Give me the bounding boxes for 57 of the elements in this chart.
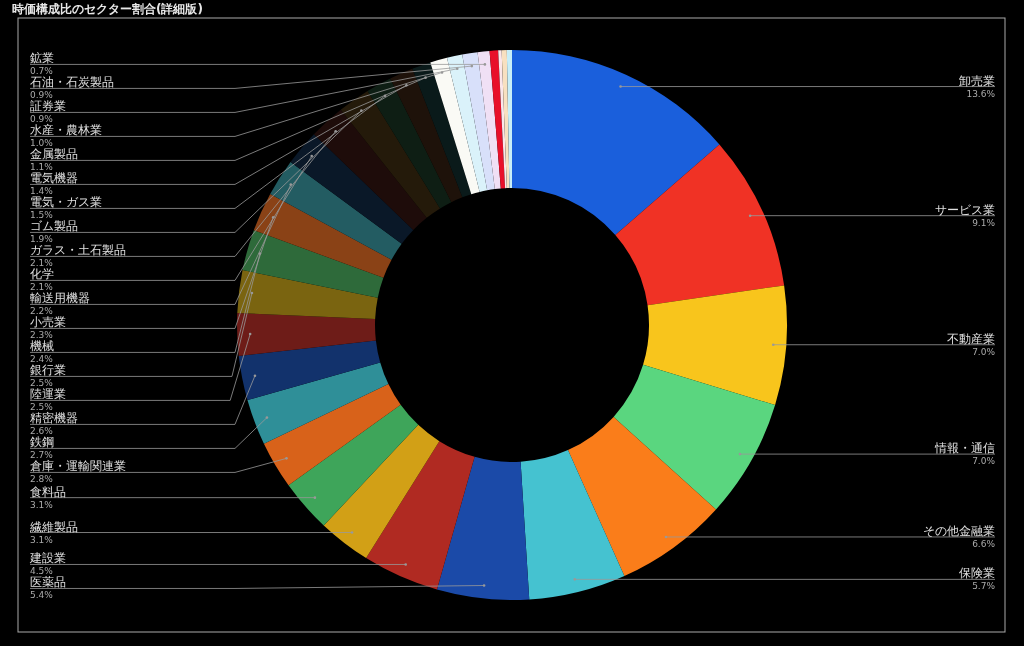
data-label: 0.9% [30, 114, 54, 125]
data-label: 6.6% [972, 538, 996, 549]
slice-label: 鉱業 [30, 51, 54, 66]
data-label: 7.0% [972, 456, 996, 467]
slice-label: 電気機器 [30, 171, 78, 186]
data-label: 1.1% [30, 162, 54, 173]
data-label: 2.5% [30, 402, 54, 413]
data-label: 1.4% [30, 186, 54, 197]
slice-label: 鉄鋼 [30, 435, 54, 450]
slice-label: 繊維製品 [29, 519, 78, 534]
data-label: 0.7% [30, 66, 54, 77]
slice-label: 化学 [30, 267, 54, 282]
data-label: 3.1% [30, 499, 54, 510]
slice-label: 石油・石炭製品 [30, 75, 114, 90]
data-label: 13.6% [966, 88, 996, 99]
data-label: 9.1% [972, 217, 996, 228]
slice-label: 食料品 [30, 484, 66, 499]
data-label: 1.0% [30, 138, 54, 149]
slice-label: ゴム製品 [30, 219, 78, 234]
slice-label: 不動産業 [947, 331, 995, 346]
data-label: 2.7% [30, 450, 54, 461]
slice-label: 小売業 [30, 315, 66, 330]
slice-label: 証券業 [30, 99, 66, 114]
slice-label: 卸売業 [959, 73, 995, 88]
data-label: 1.5% [30, 210, 54, 221]
data-label: 2.2% [30, 306, 54, 317]
slice-label: 銀行業 [30, 363, 66, 378]
data-label: 2.5% [30, 378, 54, 389]
data-label: 2.3% [30, 330, 54, 341]
slice-label: その他金融業 [923, 523, 995, 538]
data-label: 2.8% [30, 474, 54, 485]
data-label: 5.4% [30, 590, 54, 601]
slice-label: 情報・通信 [934, 441, 995, 456]
slice-label: ガラス・土石製品 [30, 243, 126, 258]
slice-label: 機械 [30, 339, 54, 354]
data-label: 7.0% [972, 346, 996, 357]
data-label: 1.9% [30, 234, 54, 245]
data-label: 2.1% [30, 282, 54, 293]
slice-label: 精密機器 [30, 411, 78, 426]
slice-label: 輸送用機器 [30, 291, 90, 306]
slice-label: サービス業 [935, 202, 995, 217]
slice-label: 建設業 [29, 551, 66, 566]
slice-label: 陸運業 [30, 387, 66, 402]
slice-label: 金属製品 [30, 147, 78, 162]
data-label: 3.1% [30, 534, 54, 545]
chart-title: 時価構成比のセクター割合(詳細版) [12, 2, 203, 16]
slice-label: 保険業 [959, 566, 995, 581]
data-label: 4.5% [30, 566, 54, 577]
slice-label: 水産・農林業 [30, 123, 102, 138]
data-label: 0.9% [30, 90, 54, 101]
slice-label: 倉庫・運輸関連業 [30, 459, 126, 474]
slice-label: 医薬品 [30, 575, 66, 590]
slice-label: 電気・ガス業 [30, 195, 102, 210]
data-label: 2.1% [30, 258, 54, 269]
data-label: 5.7% [972, 581, 996, 592]
data-label: 2.4% [30, 354, 54, 365]
data-label: 2.6% [30, 426, 54, 437]
